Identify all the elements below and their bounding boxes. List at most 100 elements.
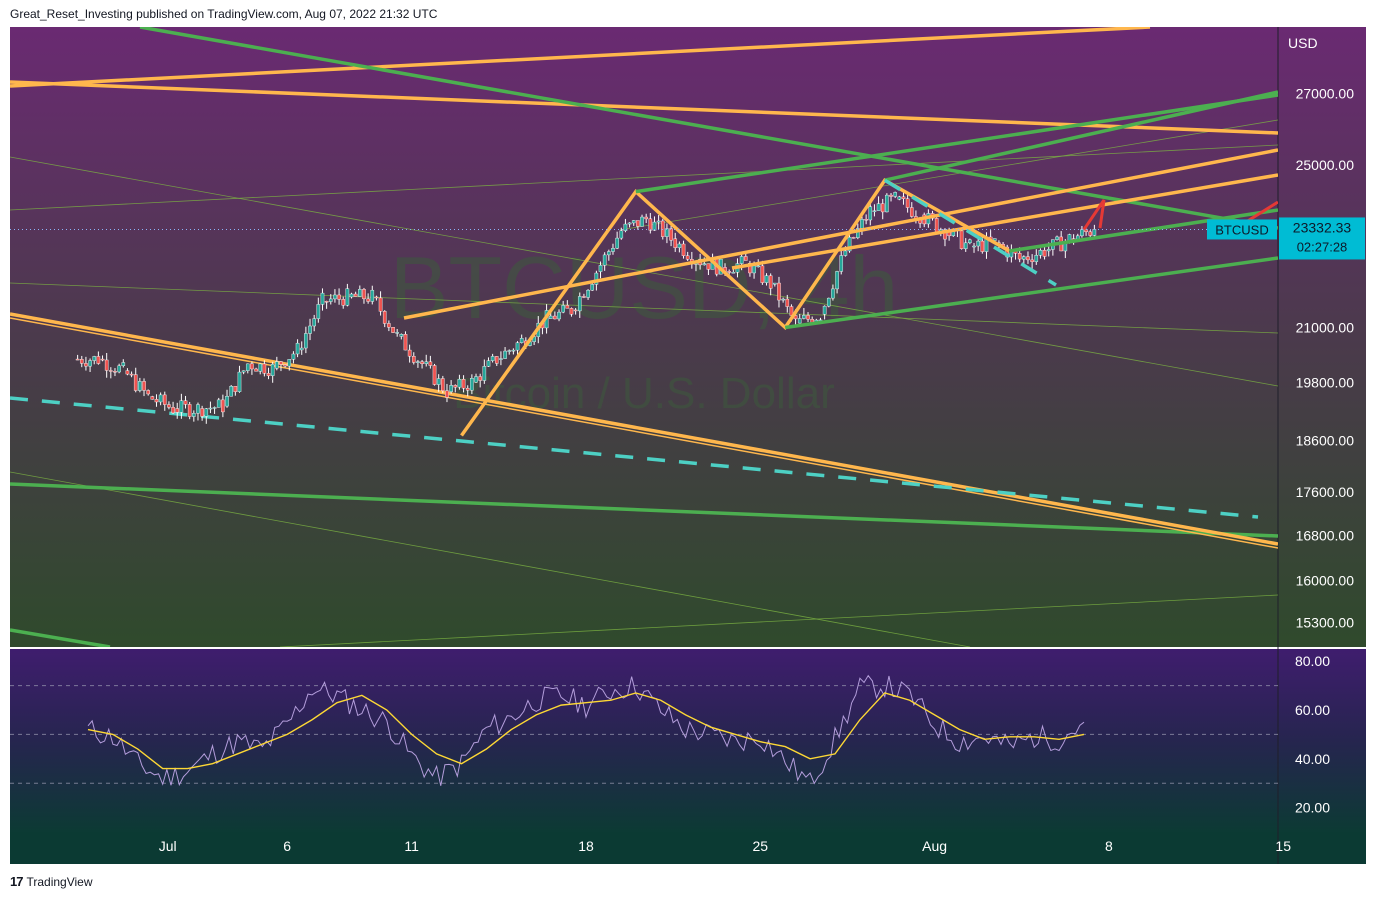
candle-body <box>474 376 478 383</box>
candle-body <box>1055 236 1059 240</box>
candle-body <box>598 265 603 272</box>
candle-body <box>424 361 429 364</box>
candle-body <box>299 347 304 351</box>
candle-body <box>167 404 171 408</box>
candle-body <box>785 298 790 307</box>
candle-body <box>864 219 868 221</box>
candle-body <box>395 332 399 334</box>
candle-body <box>594 272 599 285</box>
candle-body <box>229 386 233 397</box>
thin-trendline <box>10 471 971 647</box>
candle-body <box>905 198 910 208</box>
candle-body <box>934 218 939 232</box>
candle-body <box>142 381 146 391</box>
major-trendline <box>10 628 111 647</box>
price-tick-label: 18600.00 <box>1296 432 1355 448</box>
currency-label: USD <box>1288 35 1318 51</box>
candle-body <box>237 371 242 392</box>
candle-body <box>831 288 835 299</box>
candle-body <box>490 356 495 361</box>
candle-body <box>109 370 113 372</box>
last-price-value: 23332.33 <box>1293 219 1352 235</box>
candle-body <box>644 216 648 220</box>
time-tick-label: 8 <box>1105 838 1113 854</box>
candle-body <box>685 255 690 260</box>
candle-body <box>316 304 321 319</box>
candle-body <box>104 359 109 371</box>
background-trendlines <box>10 27 1278 647</box>
time-axis-background <box>10 832 1366 864</box>
candle-body <box>860 219 864 229</box>
candle-body <box>1034 255 1039 262</box>
rsi-line <box>87 674 1085 787</box>
candle-body <box>150 396 155 400</box>
candle-body <box>216 399 221 408</box>
candle-body <box>602 254 607 266</box>
candle-body <box>374 296 379 299</box>
candle-body <box>607 251 611 256</box>
candle-body <box>1092 229 1097 236</box>
candle-body <box>872 210 877 212</box>
thin-trendline <box>10 144 1278 211</box>
candle-body <box>1017 253 1022 260</box>
candle-body <box>868 206 873 221</box>
candle-body <box>885 194 889 213</box>
candle-body <box>731 271 736 274</box>
candle-body <box>117 365 121 373</box>
green-inner-lower <box>1009 208 1278 253</box>
candle-body <box>283 364 287 367</box>
candle-body <box>84 363 88 367</box>
candle-body <box>262 363 267 374</box>
candle-body <box>1080 229 1084 237</box>
candle-body <box>478 376 482 381</box>
candle-body <box>976 240 980 247</box>
candle-body <box>627 222 632 225</box>
candle-body <box>1022 256 1026 260</box>
candle-body <box>291 353 296 360</box>
candle-body <box>893 192 897 197</box>
candle-body <box>461 379 466 389</box>
candle-body <box>212 407 217 409</box>
time-tick-label: 18 <box>578 838 594 854</box>
candle-body <box>656 220 661 223</box>
candle-body <box>569 308 574 315</box>
last-price-badge <box>1279 217 1365 260</box>
candle-body <box>275 361 279 369</box>
candle-body <box>876 203 881 211</box>
price-tick-label: 25000.00 <box>1296 157 1355 173</box>
candle-body <box>258 363 263 372</box>
candle-body <box>1046 249 1051 252</box>
candle-body <box>648 218 653 231</box>
candle-body <box>233 386 238 392</box>
candle-body <box>121 362 126 367</box>
candle-body <box>270 364 275 376</box>
chart-canvas[interactable]: BTCUSD, 4h Bitcoin / U.S. Dollar USD 270… <box>0 0 1376 870</box>
publish-line: Great_Reset_Investing published on Tradi… <box>10 7 438 21</box>
candle-body <box>665 228 669 237</box>
candle-body <box>582 296 586 298</box>
footer-brand: TradingView <box>26 874 93 889</box>
candle-body <box>324 301 329 303</box>
candle-body <box>577 296 582 312</box>
candle-body <box>743 256 748 261</box>
candle-body <box>615 237 619 249</box>
candle-body <box>337 294 341 300</box>
candle-body <box>420 361 424 365</box>
candle-body <box>225 396 229 407</box>
candle-body <box>1042 250 1047 257</box>
forecast-arrow <box>1082 199 1106 231</box>
candle-body <box>399 334 404 337</box>
candle-body <box>358 289 362 297</box>
candle-body <box>187 404 192 417</box>
candle-body <box>660 220 665 237</box>
candle-body <box>486 360 491 367</box>
candle-body <box>519 338 524 343</box>
rsi-tick-label: 40.00 <box>1295 751 1330 767</box>
candlestick-series <box>75 190 1097 424</box>
candle-body <box>465 387 470 391</box>
candle-body <box>548 315 553 319</box>
candle-body <box>1038 250 1043 256</box>
candle-body <box>196 404 200 414</box>
candle-body <box>851 237 856 239</box>
candle-body <box>1088 231 1093 236</box>
